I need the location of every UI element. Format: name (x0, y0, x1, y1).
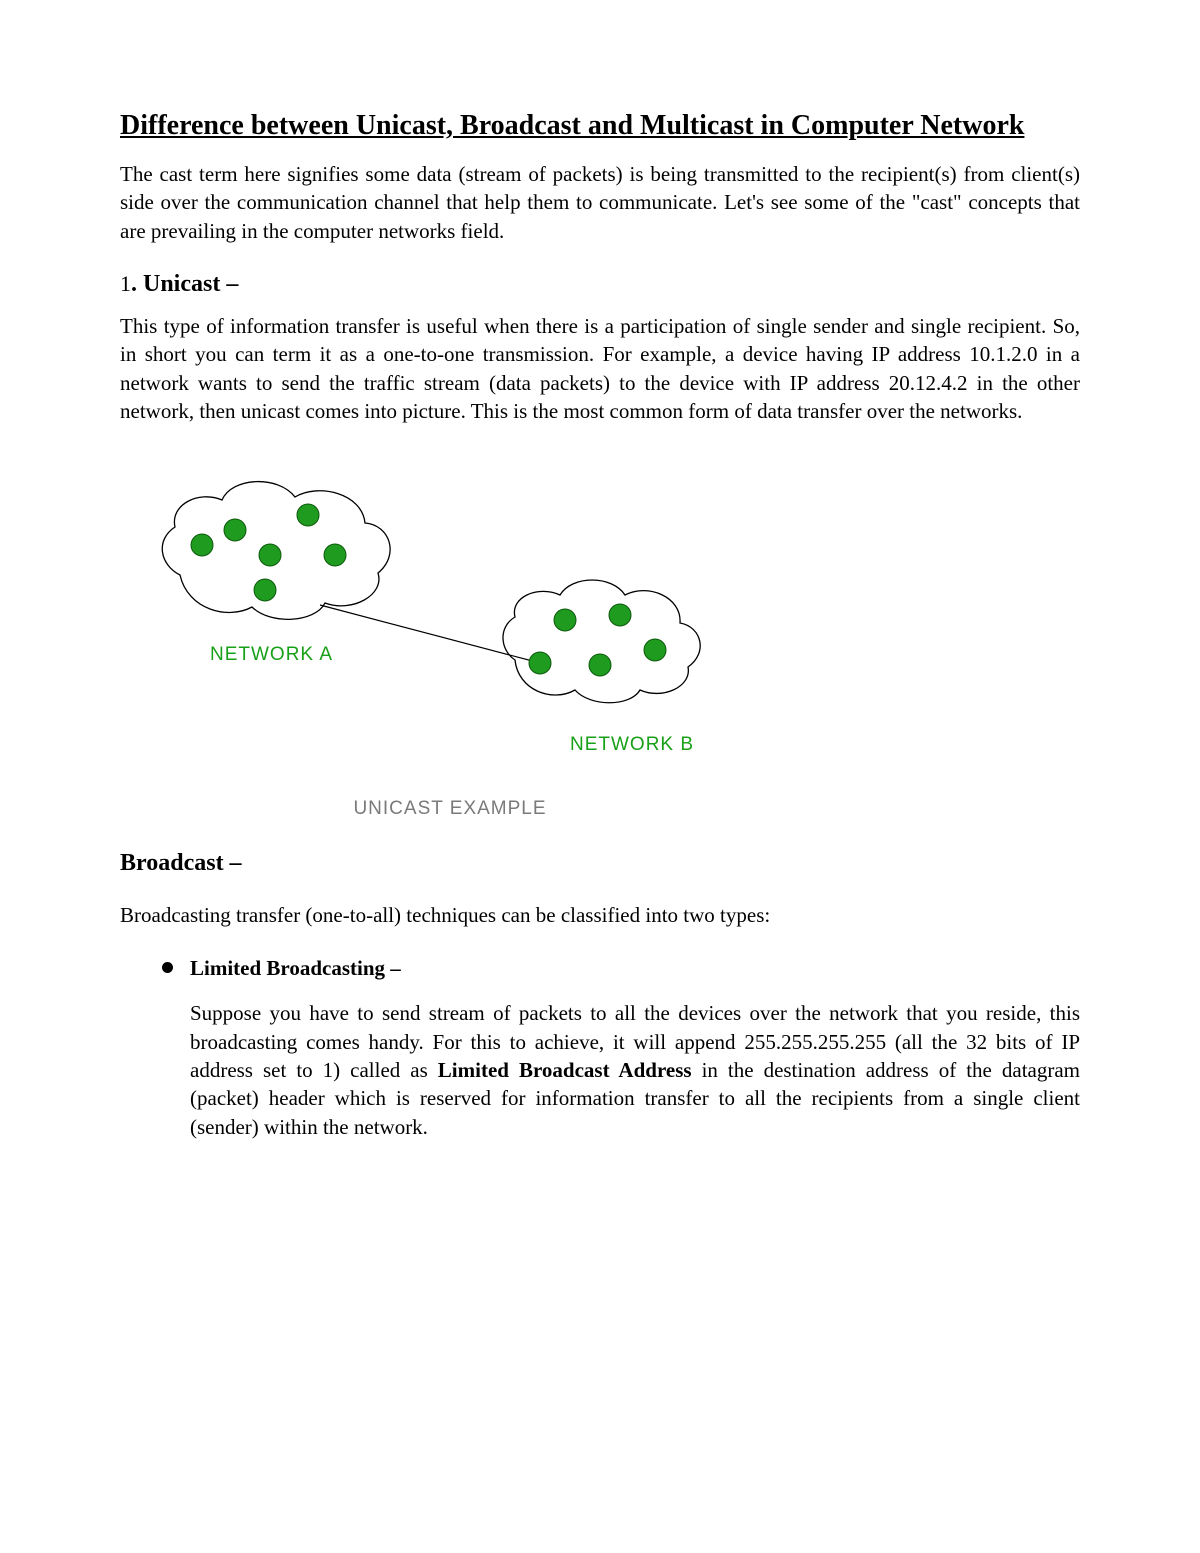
svg-text:NETWORK A: NETWORK A (210, 644, 333, 665)
intro-paragraph: The cast term here signifies some data (… (120, 160, 1080, 245)
svg-text:NETWORK B: NETWORK B (570, 734, 694, 755)
bullet-icon (162, 962, 173, 973)
unicast-diagram: NETWORK A NETWORK B UNICAST EXAMPLE (120, 455, 780, 820)
unicast-number: 1 (120, 271, 131, 296)
unicast-heading-text: . Unicast – (131, 271, 238, 297)
limited-broadcast-bullet: Limited Broadcasting – (162, 956, 1080, 981)
document-page: Difference between Unicast, Broadcast an… (0, 0, 1200, 1221)
network-diagram-svg: NETWORK A NETWORK B (120, 455, 780, 765)
limited-broadcast-title: Limited Broadcasting – (190, 956, 401, 980)
broadcast-heading: Broadcast – (120, 850, 1080, 877)
lb-body-bold: Limited Broadcast Address (438, 1058, 692, 1082)
broadcast-intro: Broadcasting transfer (one-to-all) techn… (120, 903, 1080, 928)
unicast-heading: 1. Unicast – (120, 271, 1080, 298)
diagram-caption: UNICAST EXAMPLE (120, 798, 780, 820)
page-title: Difference between Unicast, Broadcast an… (120, 110, 1080, 142)
limited-broadcast-body: Suppose you have to send stream of packe… (162, 999, 1080, 1141)
broadcast-bullet-block: Limited Broadcasting – Suppose you have … (120, 956, 1080, 1141)
unicast-body: This type of information transfer is use… (120, 312, 1080, 425)
